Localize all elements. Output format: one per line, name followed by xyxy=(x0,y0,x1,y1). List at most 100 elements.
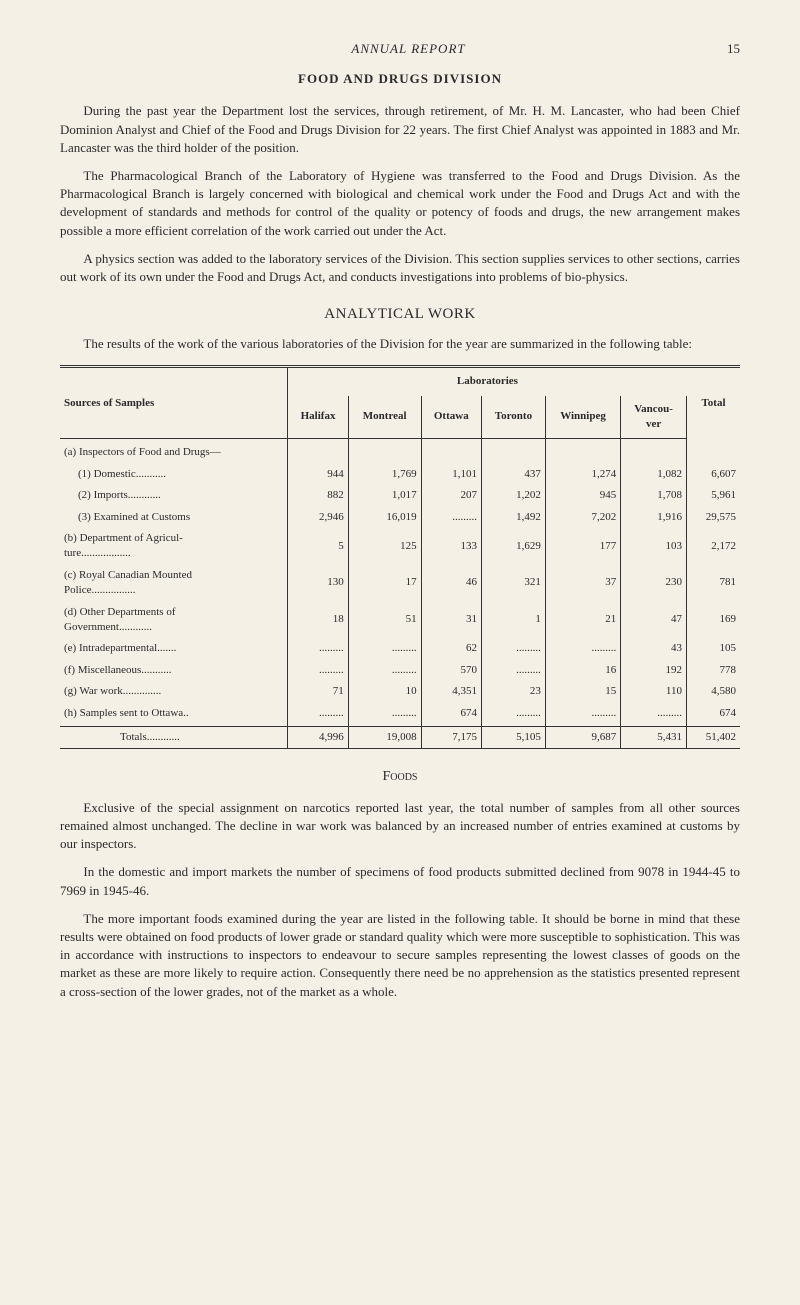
row-label: (h) Samples sent to Ottawa.. xyxy=(60,703,288,724)
row-value: ......... xyxy=(545,703,620,724)
body-paragraph: During the past year the Department lost… xyxy=(60,102,740,157)
table-intro: The results of the work of the various l… xyxy=(60,335,740,353)
row-value: ......... xyxy=(288,638,348,659)
row-value: 18 xyxy=(288,602,348,639)
row-value: 19,008 xyxy=(348,726,421,748)
row-value: ......... xyxy=(545,638,620,659)
analytical-table: Sources of Samples Laboratories Total Ha… xyxy=(60,365,740,749)
th-toronto: Toronto xyxy=(482,396,546,439)
th-sources: Sources of Samples xyxy=(60,367,288,439)
row-value: 5,431 xyxy=(621,726,687,748)
row-value: 2,946 xyxy=(288,507,348,528)
page-number: 15 xyxy=(727,40,740,58)
row-value: 16 xyxy=(545,660,620,681)
row-value: 5,105 xyxy=(482,726,546,748)
th-vancouver: Vancou- ver xyxy=(621,396,687,439)
row-value: 15 xyxy=(545,681,620,702)
row-value: 781 xyxy=(687,565,741,602)
row-value: ......... xyxy=(288,703,348,724)
row-value: 46 xyxy=(421,565,481,602)
row-value: 1,274 xyxy=(545,464,620,485)
row-label: (d) Other Departments of Government.....… xyxy=(60,602,288,639)
th-winnipeg: Winnipeg xyxy=(545,396,620,439)
row-value: 21 xyxy=(545,602,620,639)
row-value: 7,175 xyxy=(421,726,481,748)
row-value: 1,082 xyxy=(621,464,687,485)
row-value: ......... xyxy=(348,703,421,724)
row-value: 51,402 xyxy=(687,726,741,748)
subheading-analytical: ANALYTICAL WORK xyxy=(60,304,740,325)
row-value: 125 xyxy=(348,528,421,565)
row-value: 10 xyxy=(348,681,421,702)
row-value: 31 xyxy=(421,602,481,639)
group-label: (a) Inspectors of Food and Drugs— xyxy=(60,439,288,464)
row-value: 130 xyxy=(288,565,348,602)
row-label: (g) War work.............. xyxy=(60,681,288,702)
row-value: 9,687 xyxy=(545,726,620,748)
row-value: 62 xyxy=(421,638,481,659)
row-value: 37 xyxy=(545,565,620,602)
row-value: 230 xyxy=(621,565,687,602)
row-value: 71 xyxy=(288,681,348,702)
row-value: 437 xyxy=(482,464,546,485)
row-value: ......... xyxy=(482,660,546,681)
row-value: 7,202 xyxy=(545,507,620,528)
page-header: ANNUAL REPORT 15 xyxy=(60,40,740,58)
row-label: (3) Examined at Customs xyxy=(60,507,288,528)
body-paragraph: The Pharmacological Branch of the Labora… xyxy=(60,167,740,240)
row-value: 1,629 xyxy=(482,528,546,565)
row-value: 1,916 xyxy=(621,507,687,528)
row-value: 110 xyxy=(621,681,687,702)
row-value: ......... xyxy=(482,703,546,724)
row-value: 1,769 xyxy=(348,464,421,485)
row-value: 4,996 xyxy=(288,726,348,748)
body-paragraph: The more important foods examined during… xyxy=(60,910,740,1001)
row-value: 16,019 xyxy=(348,507,421,528)
row-value: 177 xyxy=(545,528,620,565)
row-value: ......... xyxy=(288,660,348,681)
row-value: 51 xyxy=(348,602,421,639)
row-value: ......... xyxy=(621,703,687,724)
th-total: Total xyxy=(687,367,741,439)
row-label: Totals............ xyxy=(60,726,288,748)
row-label: (b) Department of Agricul- ture.........… xyxy=(60,528,288,565)
row-value: 133 xyxy=(421,528,481,565)
row-value: 29,575 xyxy=(687,507,741,528)
row-label: (2) Imports............ xyxy=(60,485,288,506)
row-value: 944 xyxy=(288,464,348,485)
th-ottawa: Ottawa xyxy=(421,396,481,439)
row-value: 105 xyxy=(687,638,741,659)
row-value: 1 xyxy=(482,602,546,639)
row-value: 1,202 xyxy=(482,485,546,506)
row-value: ......... xyxy=(421,507,481,528)
row-value: 4,580 xyxy=(687,681,741,702)
body-paragraph: In the domestic and import markets the n… xyxy=(60,863,740,899)
row-value: 570 xyxy=(421,660,481,681)
row-value: 1,101 xyxy=(421,464,481,485)
row-label: (e) Intradepartmental....... xyxy=(60,638,288,659)
row-value: 882 xyxy=(288,485,348,506)
row-value: 321 xyxy=(482,565,546,602)
body-paragraph: Exclusive of the special assignment on n… xyxy=(60,799,740,854)
row-value: 1,017 xyxy=(348,485,421,506)
body-paragraph: A physics section was added to the labor… xyxy=(60,250,740,286)
section-title: FOOD AND DRUGS DIVISION xyxy=(60,70,740,88)
row-value: 5,961 xyxy=(687,485,741,506)
row-label: (c) Royal Canadian Mounted Police.......… xyxy=(60,565,288,602)
row-value: 17 xyxy=(348,565,421,602)
row-value: 103 xyxy=(621,528,687,565)
row-value: 945 xyxy=(545,485,620,506)
foods-heading-text: Foods xyxy=(382,769,417,784)
th-halifax: Halifax xyxy=(288,396,348,439)
row-value: 4,351 xyxy=(421,681,481,702)
row-value: 674 xyxy=(421,703,481,724)
row-value: 6,607 xyxy=(687,464,741,485)
row-value: ......... xyxy=(348,660,421,681)
row-value: 169 xyxy=(687,602,741,639)
subsection-foods: Foods xyxy=(60,767,740,787)
row-label: (f) Miscellaneous........... xyxy=(60,660,288,681)
row-value: ......... xyxy=(482,638,546,659)
row-value: 5 xyxy=(288,528,348,565)
th-montreal: Montreal xyxy=(348,396,421,439)
row-value: 47 xyxy=(621,602,687,639)
